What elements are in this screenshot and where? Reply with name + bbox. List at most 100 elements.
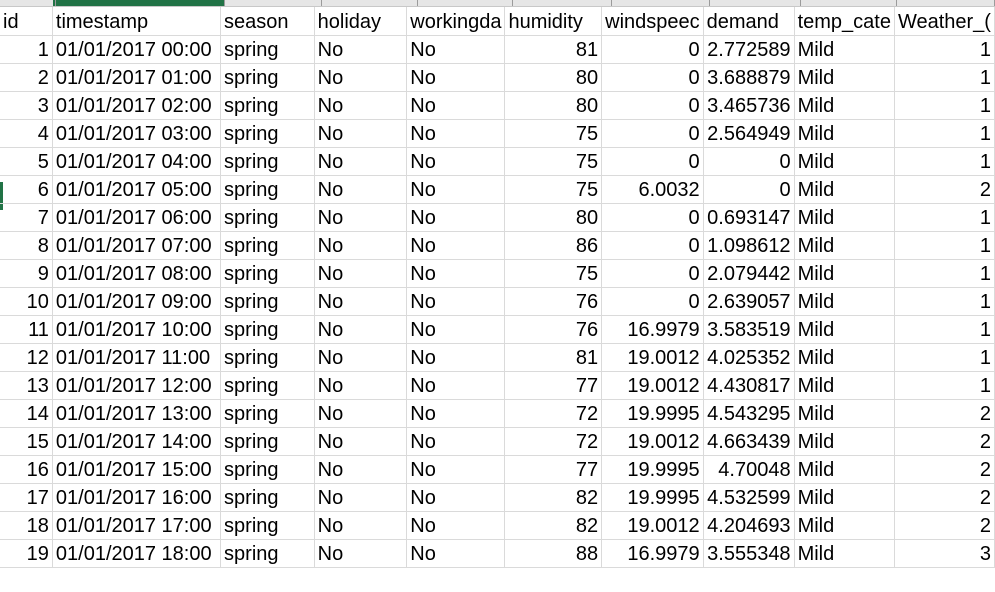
weather-cell[interactable]: 3	[894, 539, 995, 568]
temp-category-cell[interactable]: Mild	[794, 315, 895, 344]
holiday-cell[interactable]: No	[314, 35, 408, 64]
windspeed-cell[interactable]: 19.9995	[601, 483, 704, 512]
workingday-cell[interactable]: No	[406, 315, 506, 344]
column-separator[interactable]	[800, 0, 801, 6]
humidity-cell[interactable]: 77	[504, 371, 603, 400]
holiday-cell[interactable]: No	[314, 287, 408, 316]
weather-cell[interactable]: 1	[894, 259, 995, 288]
workingday-cell[interactable]: No	[406, 91, 506, 120]
season-cell[interactable]: spring	[220, 175, 315, 204]
timestamp-cell[interactable]: 01/01/2017 11:00	[52, 343, 222, 372]
temp-category-cell[interactable]: Mild	[794, 63, 895, 92]
holiday-cell[interactable]: No	[314, 455, 408, 484]
season-cell[interactable]: spring	[220, 399, 315, 428]
humidity-cell[interactable]: 82	[504, 483, 603, 512]
season-cell[interactable]: spring	[220, 455, 315, 484]
holiday-cell[interactable]: No	[314, 119, 408, 148]
temp-category-cell[interactable]: Mild	[794, 287, 895, 316]
id-cell[interactable]: 11	[0, 315, 53, 344]
temp-category-cell[interactable]: Mild	[794, 231, 895, 260]
timestamp-cell[interactable]: 01/01/2017 10:00	[52, 315, 222, 344]
windspeed-cell[interactable]: 0	[601, 231, 704, 260]
season-cell[interactable]: spring	[220, 483, 315, 512]
humidity-cell[interactable]: 72	[504, 399, 603, 428]
id-cell[interactable]: 17	[0, 483, 53, 512]
column-separator[interactable]	[417, 0, 418, 6]
humidity-cell[interactable]: 81	[504, 35, 603, 64]
id-cell[interactable]: 6	[0, 175, 53, 204]
weather-cell[interactable]: 2	[894, 511, 995, 540]
season-cell[interactable]: spring	[220, 231, 315, 260]
weather-cell[interactable]: 1	[894, 315, 995, 344]
demand-cell[interactable]: 2.639057	[703, 287, 795, 316]
timestamp-cell[interactable]: 01/01/2017 02:00	[52, 91, 222, 120]
humidity-cell[interactable]: 75	[504, 175, 603, 204]
humidity-cell[interactable]: 80	[504, 63, 603, 92]
timestamp-cell[interactable]: 01/01/2017 03:00	[52, 119, 222, 148]
demand-cell[interactable]: 4.543295	[703, 399, 795, 428]
humidity-cell[interactable]: 81	[504, 343, 603, 372]
timestamp-cell[interactable]: 01/01/2017 04:00	[52, 147, 222, 176]
demand-cell[interactable]: 3.688879	[703, 63, 795, 92]
holiday-cell[interactable]: No	[314, 91, 408, 120]
demand-cell[interactable]: 4.663439	[703, 427, 795, 456]
workingday-cell[interactable]: No	[406, 231, 506, 260]
windspeed-cell[interactable]: 19.9995	[601, 399, 704, 428]
timestamp-cell[interactable]: 01/01/2017 12:00	[52, 371, 222, 400]
timestamp-cell[interactable]: 01/01/2017 15:00	[52, 455, 222, 484]
holiday-cell[interactable]: No	[314, 231, 408, 260]
humidity-cell[interactable]: 80	[504, 203, 603, 232]
weather-cell[interactable]: 2	[894, 455, 995, 484]
humidity-cell[interactable]: 82	[504, 511, 603, 540]
column-separator[interactable]	[896, 0, 897, 6]
season-cell[interactable]: spring	[220, 63, 315, 92]
season-cell[interactable]: spring	[220, 119, 315, 148]
season-cell[interactable]: spring	[220, 147, 315, 176]
demand-cell[interactable]: 4.532599	[703, 483, 795, 512]
season-cell[interactable]: spring	[220, 203, 315, 232]
column-header[interactable]: humidity	[504, 7, 603, 36]
weather-cell[interactable]: 2	[894, 427, 995, 456]
demand-cell[interactable]: 4.70048	[703, 455, 795, 484]
windspeed-cell[interactable]: 0	[601, 259, 704, 288]
windspeed-cell[interactable]: 0	[601, 287, 704, 316]
windspeed-cell[interactable]: 19.0012	[601, 371, 704, 400]
temp-category-cell[interactable]: Mild	[794, 511, 895, 540]
holiday-cell[interactable]: No	[314, 427, 408, 456]
season-cell[interactable]: spring	[220, 315, 315, 344]
temp-category-cell[interactable]: Mild	[794, 175, 895, 204]
id-cell[interactable]: 4	[0, 119, 53, 148]
column-header[interactable]: temp_cate	[794, 7, 895, 36]
id-cell[interactable]: 12	[0, 343, 53, 372]
weather-cell[interactable]: 2	[894, 483, 995, 512]
holiday-cell[interactable]: No	[314, 343, 408, 372]
workingday-cell[interactable]: No	[406, 63, 506, 92]
humidity-cell[interactable]: 75	[504, 119, 603, 148]
weather-cell[interactable]: 2	[894, 175, 995, 204]
id-cell[interactable]: 9	[0, 259, 53, 288]
humidity-cell[interactable]: 72	[504, 427, 603, 456]
demand-cell[interactable]: 0	[703, 175, 795, 204]
timestamp-cell[interactable]: 01/01/2017 05:00	[52, 175, 222, 204]
weather-cell[interactable]: 1	[894, 203, 995, 232]
id-cell[interactable]: 13	[0, 371, 53, 400]
season-cell[interactable]: spring	[220, 91, 315, 120]
temp-category-cell[interactable]: Mild	[794, 91, 895, 120]
id-cell[interactable]: 10	[0, 287, 53, 316]
demand-cell[interactable]: 2.079442	[703, 259, 795, 288]
demand-cell[interactable]: 4.204693	[703, 511, 795, 540]
timestamp-cell[interactable]: 01/01/2017 09:00	[52, 287, 222, 316]
holiday-cell[interactable]: No	[314, 203, 408, 232]
holiday-cell[interactable]: No	[314, 315, 408, 344]
workingday-cell[interactable]: No	[406, 399, 506, 428]
temp-category-cell[interactable]: Mild	[794, 371, 895, 400]
id-cell[interactable]: 14	[0, 399, 53, 428]
demand-cell[interactable]: 2.564949	[703, 119, 795, 148]
demand-cell[interactable]: 4.025352	[703, 343, 795, 372]
column-header[interactable]: demand	[703, 7, 795, 36]
demand-cell[interactable]: 4.430817	[703, 371, 795, 400]
temp-category-cell[interactable]: Mild	[794, 203, 895, 232]
id-cell[interactable]: 3	[0, 91, 53, 120]
workingday-cell[interactable]: No	[406, 203, 506, 232]
column-separator[interactable]	[55, 0, 56, 6]
